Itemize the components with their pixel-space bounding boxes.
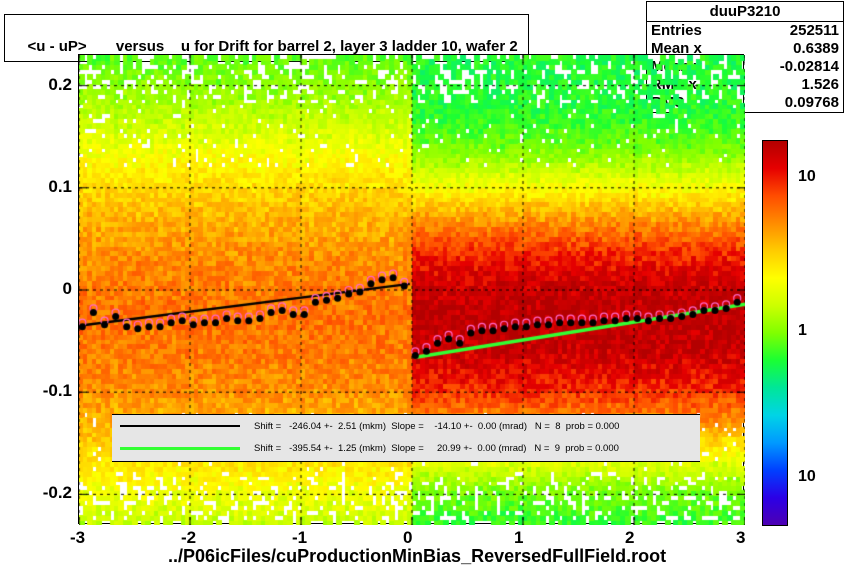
footer-path: ../P06icFiles/cuProductionMinBias_Revers… xyxy=(168,546,666,567)
stats-row: Entries252511 xyxy=(647,22,843,40)
colorbar xyxy=(762,140,788,526)
legend-text: Shift = -246.04 +- 2.51 (mkm) Slope = -1… xyxy=(254,421,619,432)
legend-swatch xyxy=(120,447,240,450)
legend-row: Shift = -246.04 +- 2.51 (mkm) Slope = -1… xyxy=(112,415,700,437)
y-tick-label: 0 xyxy=(63,279,72,299)
y-tick-label: -0.1 xyxy=(43,381,72,401)
colorbar-tick-label: 10 xyxy=(798,468,845,486)
legend-text: Shift = -395.54 +- 1.25 (mkm) Slope = 20… xyxy=(254,443,619,454)
y-tick-label: 0.2 xyxy=(48,75,72,95)
legend-row: Shift = -395.54 +- 1.25 (mkm) Slope = 20… xyxy=(112,437,700,459)
fit-legend: Shift = -246.04 +- 2.51 (mkm) Slope = -1… xyxy=(112,414,700,462)
colorbar-tick-label: 1 xyxy=(798,322,845,340)
x-tick-label: 3 xyxy=(736,528,745,548)
x-tick-label: -3 xyxy=(70,528,85,548)
x-tick-label: 0 xyxy=(403,528,412,548)
x-tick-label: -2 xyxy=(181,528,196,548)
legend-swatch xyxy=(120,425,240,427)
x-tick-label: 2 xyxy=(625,528,634,548)
y-tick-label: 0.1 xyxy=(48,177,72,197)
colorbar-tick-label: 10 xyxy=(798,168,845,186)
y-tick-label: -0.2 xyxy=(43,483,72,503)
x-tick-label: -1 xyxy=(292,528,307,548)
stats-name: duuP3210 xyxy=(647,2,843,22)
x-tick-label: 1 xyxy=(514,528,523,548)
chart-title: <u - uP> versus u for Drift for barrel 2… xyxy=(23,38,517,55)
